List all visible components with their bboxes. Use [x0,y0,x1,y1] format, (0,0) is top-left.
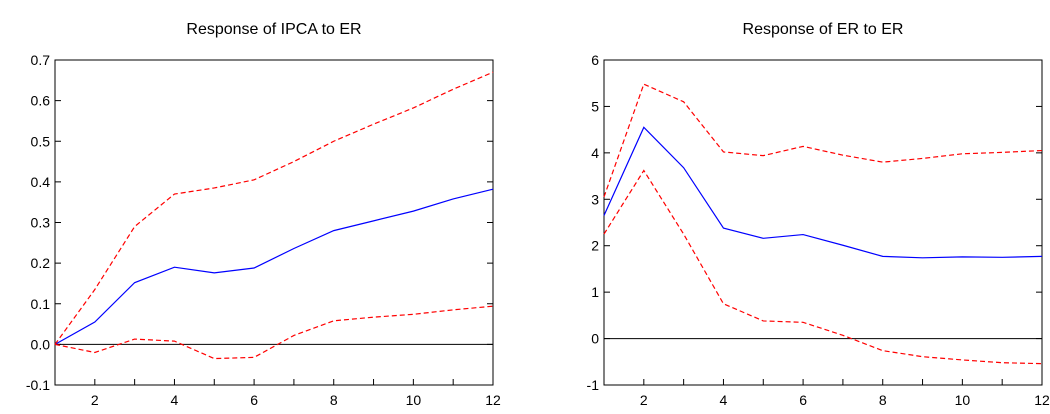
x-tick-label: 8 [879,392,887,408]
y-tick-label: 3 [591,191,599,207]
y-tick-label: 1 [591,284,599,300]
x-tick-label: 10 [955,392,971,408]
y-tick-label: 0.5 [31,133,51,149]
y-tick-label: 5 [591,98,599,114]
x-tick-label: 8 [330,392,338,408]
y-tick-label: 0.3 [31,215,51,231]
y-tick-label: 0.4 [31,174,51,190]
y-tick-label: 2 [591,238,599,254]
x-tick-label: 2 [91,392,99,408]
chart-title: Response of IPCA to ER [186,21,361,38]
x-tick-label: 2 [640,392,648,408]
plot-frame [54,59,494,386]
upper-band-line [603,83,1043,198]
y-tick-label: 0.6 [31,93,51,109]
y-tick-label: 0.0 [31,336,51,352]
y-tick-label: 0.1 [31,296,51,312]
x-tick-label: 6 [799,392,807,408]
plot-frame [603,59,1043,386]
lower-band-line [603,169,1043,365]
y-tick-label: 0 [591,331,599,347]
y-tick-label: 0.7 [31,52,51,68]
y-tick-label: 4 [591,145,599,161]
x-tick-label: 12 [1034,392,1050,408]
response-line [54,188,494,345]
y-tick-label: 0.2 [31,255,51,271]
response-line [603,126,1043,259]
chart-1: Response of IPCA to ER -0.1 0.0 0.1 0.2 0.3 0.… [26,21,501,408]
y-tick-label: -1 [587,377,600,393]
chart-title: Response of ER to ER [743,21,904,38]
x-tick-label: 6 [250,392,258,408]
x-tick-label: 12 [485,392,501,408]
upper-band-line [54,71,494,345]
y-tick-label: -0.1 [26,377,50,393]
x-tick-label: 4 [171,392,179,408]
x-tick-label: 10 [406,392,422,408]
x-tick-label: 4 [720,392,728,408]
y-tick-label: 6 [591,52,599,68]
lower-band-line [54,305,494,360]
